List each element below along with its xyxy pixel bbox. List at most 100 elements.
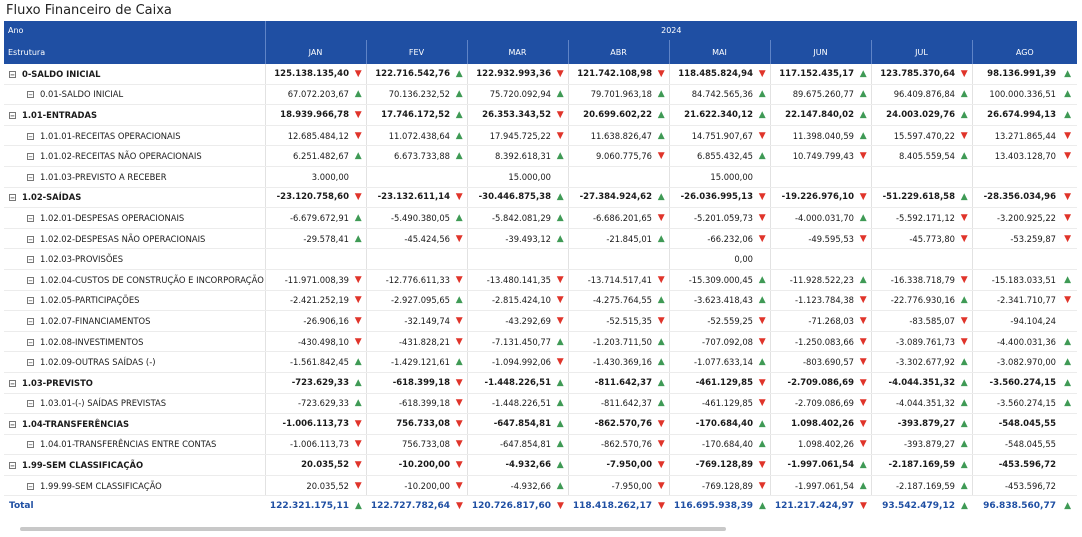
trend-cell: ▼ — [856, 331, 871, 353]
collapse-toggle-icon[interactable]: − — [27, 400, 34, 409]
trend-cell: ▲ — [957, 351, 972, 373]
trend-cell: ▼ — [553, 104, 568, 126]
month-header-jul[interactable]: JUL — [870, 40, 972, 64]
value-cell: -1.250.083,66 — [769, 331, 856, 353]
table-row: −0-SALDO INICIAL 125.138.135,40 ▼ 122.716.5… — [4, 64, 1078, 85]
table-row: −1.04.01-TRANSFERÊNCIAS ENTRE CONTAS -1.0… — [4, 434, 1078, 456]
header-year-2024[interactable]: 2024 — [264, 21, 1078, 40]
value-cell: 6.251.482,67 — [264, 145, 351, 167]
collapse-toggle-icon[interactable]: − — [9, 462, 16, 471]
month-header-ago[interactable]: AGO — [971, 40, 1078, 64]
collapse-toggle-icon[interactable]: − — [27, 482, 34, 491]
trend-down-icon: ▼ — [960, 336, 968, 347]
month-header-abr[interactable]: ABR — [567, 40, 669, 64]
collapse-toggle-icon[interactable]: − — [9, 111, 16, 120]
trend-cell: ▲ — [1058, 84, 1078, 106]
trend-up-icon: ▲ — [657, 109, 665, 120]
value-cell — [769, 248, 856, 270]
trend-cell: ▼ — [755, 125, 770, 147]
header-ano[interactable]: Ano — [4, 21, 265, 40]
trend-cell: ▼ — [351, 290, 366, 312]
collapse-toggle-icon[interactable]: − — [27, 297, 34, 306]
trend-cell: ▼ — [856, 290, 871, 312]
value-cell: -1.448.226,51 — [466, 372, 553, 394]
value-cell: -53.259,87 — [971, 228, 1058, 250]
trend-cell: ▲ — [1058, 64, 1078, 85]
value-cell: -4.932,66 — [466, 454, 553, 476]
value-cell: 11.072.438,64 — [365, 125, 452, 147]
trend-down-icon: ▼ — [860, 501, 867, 512]
value-cell: -548.045,55 — [971, 434, 1058, 456]
trend-down-icon: ▼ — [556, 274, 564, 285]
collapse-toggle-icon[interactable]: − — [27, 91, 34, 100]
trend-cell: ▼ — [351, 310, 366, 332]
collapse-toggle-icon[interactable]: − — [9, 420, 16, 429]
trend-down-icon: ▼ — [556, 315, 564, 326]
collapse-toggle-icon[interactable]: − — [27, 256, 34, 265]
value-cell: -52.559,25 — [668, 310, 755, 332]
trend-up-icon: ▲ — [657, 192, 665, 203]
row-header-1-02-07-financiamentos: −1.02.07-FINANCIAMENTOS — [4, 310, 265, 332]
row-header-1-01-entradas: −1.01-ENTRADAS — [4, 104, 265, 126]
trend-down-icon: ▼ — [455, 418, 463, 429]
value-cell: -27.384.924,62 — [567, 187, 654, 209]
trend-cell: ▼ — [1058, 187, 1078, 209]
trend-up-icon: ▲ — [556, 418, 564, 429]
collapse-toggle-icon[interactable]: − — [27, 317, 34, 326]
collapse-toggle-icon[interactable]: − — [27, 173, 34, 182]
trend-cell: ▲ — [553, 454, 568, 476]
trend-cell: ▲ — [351, 393, 366, 415]
month-header-jun[interactable]: JUN — [769, 40, 871, 64]
collapse-toggle-icon[interactable]: − — [27, 359, 34, 368]
trend-down-icon: ▼ — [354, 295, 362, 306]
collapse-toggle-icon[interactable]: − — [27, 338, 34, 347]
row-label: 1.01.03-PREVISTO A RECEBER — [40, 171, 167, 182]
trend-cell: ▼ — [856, 496, 871, 517]
collapse-toggle-icon[interactable]: − — [27, 276, 34, 285]
trend-up-icon: ▲ — [455, 295, 463, 306]
row-header-1-01-02-receitas-nao-operacionais: −1.01.02-RECEITAS NÃO OPERACIONAIS — [4, 145, 265, 167]
row-label: 1.02.08-INVESTIMENTOS — [40, 336, 144, 347]
collapse-toggle-icon[interactable]: − — [9, 194, 16, 203]
trend-down-icon: ▼ — [859, 418, 867, 429]
trend-cell: ▲ — [452, 64, 467, 85]
collapse-toggle-icon[interactable]: − — [9, 379, 16, 388]
collapse-toggle-icon[interactable]: − — [27, 153, 34, 162]
collapse-toggle-icon[interactable]: − — [27, 441, 34, 450]
value-cell: 756.733,08 — [365, 413, 452, 435]
trend-down-icon: ▼ — [657, 480, 665, 491]
value-cell: -7.950,00 — [567, 475, 654, 497]
collapse-toggle-icon[interactable]: − — [9, 70, 16, 79]
total-value-cell: 121.217.424,97 — [774, 501, 854, 512]
trend-down-icon: ▼ — [1064, 151, 1072, 162]
value-cell: 22.147.840,02 — [769, 104, 856, 126]
horizontal-scrollbar[interactable] — [20, 527, 726, 531]
trend-up-icon: ▲ — [455, 151, 463, 162]
value-cell: 75.720.092,94 — [466, 84, 553, 106]
trend-down-icon: ▼ — [556, 295, 564, 306]
collapse-toggle-icon[interactable]: − — [27, 132, 34, 141]
collapse-toggle-icon[interactable]: − — [27, 214, 34, 223]
row-label: 1.02.02-DESPESAS NÃO OPERACIONAIS — [40, 233, 206, 244]
trend-up-icon: ▲ — [354, 89, 362, 100]
value-cell: 15.597.470,22 — [870, 125, 957, 147]
month-header-fev[interactable]: FEV — [365, 40, 467, 64]
month-header-mar[interactable]: MAR — [466, 40, 568, 64]
row-header-1-02-01-despesas-operacionais: −1.02.01-DESPESAS OPERACIONAIS — [4, 207, 265, 229]
trend-down-icon: ▼ — [455, 336, 463, 347]
trend-cell: ▲ — [654, 84, 669, 106]
month-header-jan[interactable]: JAN — [264, 40, 366, 64]
trend-up-icon: ▲ — [960, 109, 968, 120]
trend-cell: ▼ — [452, 413, 467, 435]
value-cell: -23.120.758,60 — [264, 187, 351, 209]
value-cell: 117.152.435,17 — [769, 64, 856, 85]
trend-cell: ▼ — [553, 125, 568, 147]
value-cell: -22.776.930,16 — [870, 290, 957, 312]
month-header-mai[interactable]: MAI — [668, 40, 770, 64]
collapse-toggle-icon[interactable]: − — [27, 235, 34, 244]
row-header-1-02-02-despesas-nao-operacionais: −1.02.02-DESPESAS NÃO OPERACIONAIS — [4, 228, 265, 250]
header-estrutura[interactable]: Estrutura — [4, 40, 265, 64]
trend-down-icon: ▼ — [455, 274, 463, 285]
value-cell: -4.044.351,32 — [870, 393, 957, 415]
trend-down-icon: ▼ — [859, 398, 867, 409]
